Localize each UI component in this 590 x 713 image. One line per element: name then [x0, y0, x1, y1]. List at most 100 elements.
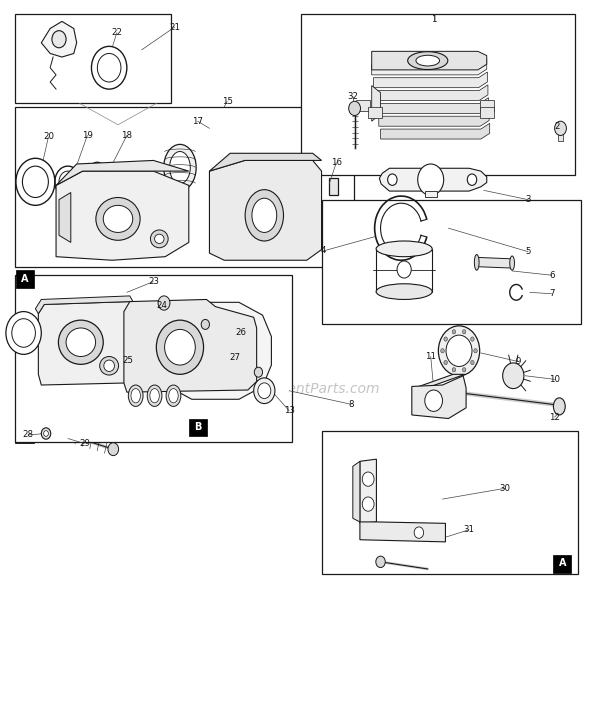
Bar [322, 431, 578, 574]
Polygon shape [477, 257, 512, 268]
Polygon shape [35, 296, 136, 314]
Circle shape [474, 349, 477, 353]
Text: 19: 19 [82, 131, 93, 140]
Polygon shape [372, 51, 487, 70]
Circle shape [388, 174, 397, 185]
Circle shape [258, 383, 271, 399]
Bar [329, 178, 338, 195]
Circle shape [254, 378, 275, 404]
Text: 5: 5 [525, 247, 531, 256]
Polygon shape [372, 86, 381, 121]
Bar [553, 555, 571, 573]
Ellipse shape [129, 385, 143, 406]
Text: 8: 8 [348, 400, 354, 409]
Text: 3: 3 [525, 195, 531, 204]
Text: 29: 29 [79, 439, 90, 448]
Polygon shape [124, 299, 257, 392]
Text: 25: 25 [123, 356, 133, 365]
Ellipse shape [408, 52, 448, 70]
Circle shape [438, 326, 480, 376]
Ellipse shape [252, 198, 277, 232]
Circle shape [362, 497, 374, 511]
Bar [558, 130, 563, 141]
Circle shape [362, 472, 374, 486]
Polygon shape [373, 72, 487, 88]
Circle shape [444, 360, 447, 364]
Circle shape [452, 368, 455, 372]
Polygon shape [356, 100, 370, 111]
Polygon shape [180, 317, 251, 385]
Text: 17: 17 [192, 117, 203, 125]
Polygon shape [377, 98, 489, 113]
Text: 23: 23 [148, 277, 159, 286]
Polygon shape [353, 461, 360, 522]
Polygon shape [379, 168, 487, 191]
Circle shape [158, 296, 170, 310]
Ellipse shape [376, 284, 432, 299]
Text: 18: 18 [122, 131, 132, 140]
Text: 6: 6 [549, 271, 555, 279]
Ellipse shape [100, 356, 119, 375]
Text: 32: 32 [348, 92, 358, 101]
Circle shape [452, 329, 455, 334]
Circle shape [201, 319, 209, 329]
Text: 16: 16 [331, 158, 342, 167]
Ellipse shape [416, 56, 440, 66]
Ellipse shape [103, 205, 133, 232]
Circle shape [44, 431, 48, 436]
Polygon shape [375, 85, 488, 101]
Text: 27: 27 [230, 354, 240, 362]
Circle shape [555, 121, 566, 135]
Bar [189, 419, 206, 436]
Polygon shape [41, 21, 77, 57]
Text: 20: 20 [43, 133, 54, 141]
Polygon shape [59, 193, 71, 242]
Circle shape [179, 317, 189, 329]
Polygon shape [425, 191, 437, 197]
Ellipse shape [163, 144, 196, 190]
Circle shape [446, 335, 472, 366]
Circle shape [91, 46, 127, 89]
Polygon shape [56, 160, 189, 185]
Text: 28: 28 [22, 431, 33, 439]
Circle shape [6, 312, 41, 354]
Text: B: B [194, 422, 201, 432]
Text: 15: 15 [222, 97, 232, 106]
Circle shape [471, 337, 474, 342]
Ellipse shape [96, 198, 140, 240]
Bar [322, 200, 581, 324]
Circle shape [254, 367, 263, 377]
Ellipse shape [553, 398, 565, 415]
Ellipse shape [170, 151, 190, 183]
Circle shape [414, 527, 424, 538]
Ellipse shape [86, 163, 109, 202]
Ellipse shape [165, 329, 195, 365]
Circle shape [425, 390, 442, 411]
Circle shape [503, 363, 524, 389]
Ellipse shape [245, 190, 283, 241]
Bar [301, 14, 575, 175]
Circle shape [441, 349, 444, 353]
Text: 1: 1 [431, 16, 437, 24]
Text: B: B [21, 429, 28, 438]
Circle shape [241, 372, 252, 385]
Polygon shape [381, 123, 490, 139]
Polygon shape [480, 100, 494, 111]
Polygon shape [412, 376, 466, 419]
Circle shape [97, 53, 121, 82]
Ellipse shape [166, 385, 181, 406]
Bar [16, 270, 34, 288]
Polygon shape [413, 374, 465, 389]
Circle shape [463, 329, 466, 334]
Circle shape [41, 428, 51, 439]
Circle shape [12, 319, 35, 347]
Text: 4: 4 [320, 247, 326, 255]
Ellipse shape [156, 320, 204, 374]
Text: 26: 26 [235, 329, 246, 337]
Ellipse shape [376, 241, 432, 257]
Circle shape [241, 317, 252, 329]
Ellipse shape [58, 320, 103, 364]
Text: 7: 7 [549, 289, 555, 298]
Circle shape [52, 31, 66, 48]
Circle shape [471, 360, 474, 364]
